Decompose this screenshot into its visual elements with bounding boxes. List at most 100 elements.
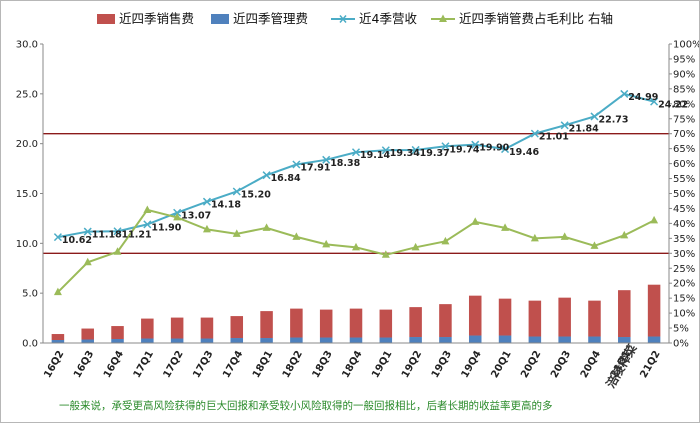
ratio-point [501, 223, 510, 231]
right-tick-label: 70% [673, 129, 695, 140]
bar-admin-expense [170, 338, 184, 343]
x-axis-ticks: 16Q2 16Q3 16Q4 17Q1 17Q2 17Q3 17Q4 18Q1 18Q2 18Q3… [42, 349, 662, 380]
ratio-point [411, 242, 420, 251]
right-tick-label: 30% [673, 249, 695, 260]
revenue-marker-stroke [292, 160, 301, 169]
revenue-data-label: 16.84 [271, 173, 301, 184]
bar-selling-expense [230, 316, 244, 339]
legend: 近四季销售费 近四季管理费 近4季营收 近四季销管费占毛利比 右轴 [97, 11, 613, 26]
revenue-marker-stroke [202, 197, 211, 206]
revenue-point [501, 145, 510, 154]
ratio-point [292, 232, 301, 240]
revenue-data-label: 19.37 [420, 148, 450, 159]
revenue-point [411, 145, 420, 154]
bar-selling-expense [170, 317, 184, 339]
left-axis-ticks: 0.0 5.0 10.0 15.0 20.0 25.0 30.0 [16, 40, 43, 350]
bar-selling-expense [618, 290, 631, 338]
legend-label-revenue: 近4季营收 [359, 11, 417, 26]
left-tick-label: 0.0 [22, 339, 38, 350]
revenue-marker-stroke [381, 146, 390, 155]
bar-admin-expense [200, 338, 214, 343]
revenue-marker-stroke [262, 171, 271, 180]
revenue-data-label: 13.07 [181, 211, 211, 222]
x-tick-label: 18Q1 [251, 349, 275, 380]
revenue-marker-stroke [53, 233, 62, 242]
x-tick-label: 16Q2 [42, 349, 66, 380]
revenue-data-label: 10.62 [62, 235, 92, 246]
bar-admin-expense [230, 338, 244, 343]
bar-selling-expense [200, 317, 214, 339]
bar-selling-expense [290, 308, 303, 338]
ratio-point [381, 250, 390, 258]
ratio-point [322, 239, 331, 248]
x-tick-label: 20Q1 [489, 349, 513, 380]
revenue-marker-stroke [322, 155, 331, 164]
bar-admin-expense [618, 337, 631, 343]
revenue-data-label: 21.01 [539, 132, 569, 143]
revenue-data-label: 19.74 [449, 144, 479, 155]
revenue-data-label: 21.84 [569, 123, 599, 134]
revenue-point [53, 233, 62, 242]
bar-selling-expense [439, 304, 452, 338]
revenue-point [113, 227, 122, 236]
x-tick-label: 19Q4 [460, 349, 484, 380]
revenue-data-label: 19.90 [479, 143, 509, 154]
bar-admin-expense [588, 336, 601, 343]
x-tick-label: 20Q2 [519, 349, 543, 380]
revenue-data-label: 18.38 [330, 158, 360, 169]
revenue-marker-stroke [411, 145, 420, 154]
x-tick-label: 17Q4 [221, 349, 245, 380]
revenue-marker-stroke [590, 112, 599, 121]
ratio-point [232, 229, 241, 237]
revenue-marker-stroke [530, 129, 539, 138]
ratio-point [620, 230, 629, 239]
revenue-point [292, 160, 301, 169]
bar-selling-expense [468, 295, 482, 336]
bar-selling-expense [51, 334, 65, 341]
ratio-point [262, 223, 271, 231]
right-tick-label: 40% [673, 219, 695, 230]
right-tick-label: 65% [673, 144, 695, 155]
reference-lines [43, 132, 669, 255]
revenue-data-label: 24.22 [658, 100, 688, 111]
right-tick-label: 50% [673, 189, 695, 200]
left-tick-label: 5.0 [22, 289, 38, 300]
revenue-data-label: 19.14 [360, 150, 390, 161]
revenue-point [262, 171, 271, 180]
right-tick-label: 45% [673, 204, 695, 215]
bar-selling-expense [81, 328, 94, 340]
revenue-data-label: 19.46 [509, 147, 539, 158]
bar-admin-expense [439, 337, 452, 343]
bar-admin-expense [468, 335, 482, 343]
legend-label-selling: 近四季销售费 [119, 11, 194, 26]
bar-selling-expense [379, 309, 393, 338]
right-tick-label: 90% [673, 69, 695, 80]
revenue-data-label: 11.21 [122, 229, 152, 240]
right-tick-label: 80% [673, 99, 695, 110]
ratio-point [441, 236, 450, 245]
ratio-point [530, 233, 539, 242]
bar-selling-expense [409, 307, 422, 338]
revenue-marker-stroke [143, 220, 152, 229]
bar-selling-expense [558, 297, 571, 337]
revenue-point [173, 208, 182, 217]
right-tick-label: 0% [673, 339, 689, 350]
x-tick-label: 17Q1 [132, 349, 156, 380]
revenue-data-label: 11.90 [151, 222, 181, 233]
revenue-data-label: 24.99 [628, 92, 658, 103]
bar-admin-expense [558, 336, 571, 343]
x-tick-label: 20Q4 [579, 349, 603, 380]
bar-admin-expense [111, 339, 124, 343]
right-tick-label: 75% [673, 114, 695, 125]
ratio-point [202, 224, 211, 233]
bar-selling-expense [647, 284, 661, 337]
x-tick-label: 16Q3 [72, 349, 96, 380]
ratio-point [173, 212, 182, 221]
x-tick-label: 21Q2 [638, 349, 662, 380]
ratio-point [352, 242, 360, 251]
left-tick-label: 20.0 [16, 139, 38, 150]
ratio-line [57, 208, 655, 293]
